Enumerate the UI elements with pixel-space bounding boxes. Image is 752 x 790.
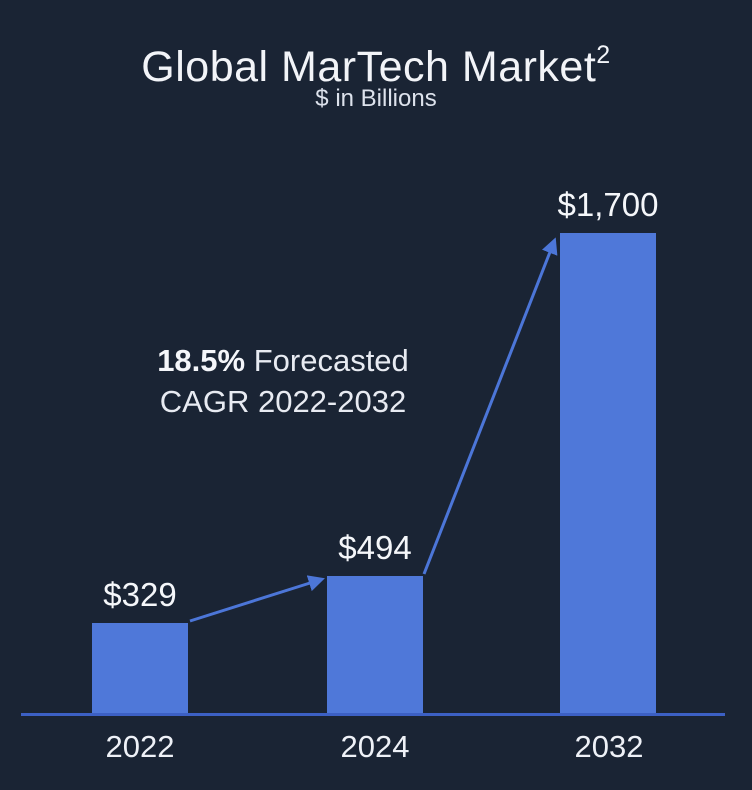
bar-2024-value-label: $494 <box>338 529 412 566</box>
bar-2022-value-label: $329 <box>103 576 177 613</box>
x-axis-line <box>21 713 725 716</box>
cagr-forecast-text: Forecasted <box>245 343 409 378</box>
chart-subtitle: $ in Billions <box>315 85 437 112</box>
chart-title-text: Global MarTech Market <box>141 43 597 91</box>
bar-2032: $1,700 <box>558 188 658 716</box>
chart-title: Global MarTech Market2 <box>0 30 752 92</box>
cagr-percentage: 18.5% <box>157 343 246 378</box>
cagr-annotation-line1: 18.5% Forecasted <box>113 340 453 381</box>
bar-2024: $494 <box>327 531 423 716</box>
cagr-annotation: 18.5% Forecasted CAGR 2022-2032 <box>113 340 453 422</box>
chart-title-footnote-marker: 2 <box>596 41 611 69</box>
bar-2022: $329 <box>92 578 188 716</box>
x-axis-label-2022: 2022 <box>105 729 175 764</box>
arrow-2022-to-2024 <box>189 575 325 623</box>
cagr-annotation-line2: CAGR 2022-2032 <box>159 384 407 419</box>
x-axis-label-2024: 2024 <box>340 729 410 764</box>
bar-2032-value-label: $1,700 <box>557 186 659 223</box>
x-axis-label-2032: 2032 <box>574 729 644 764</box>
